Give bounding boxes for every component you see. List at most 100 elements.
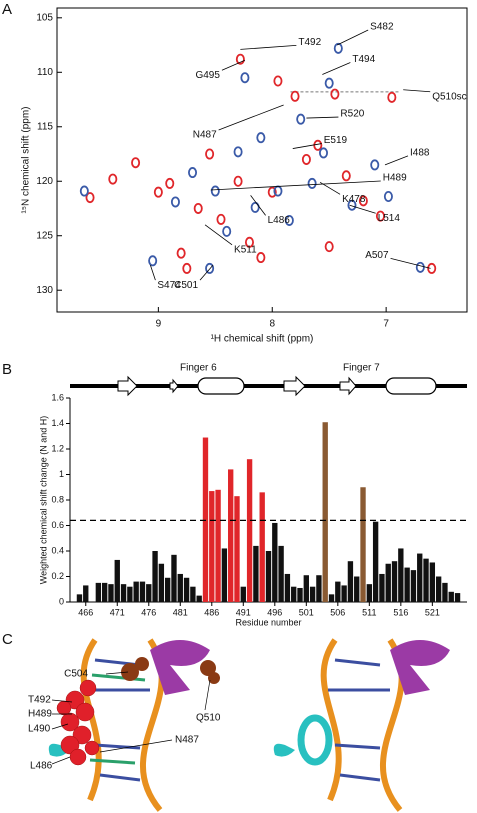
peak	[415, 261, 425, 273]
x-tick-label: 8	[269, 319, 275, 330]
y-tick-label: 115	[37, 121, 53, 132]
bar	[152, 551, 158, 602]
bar	[398, 548, 404, 602]
bar	[171, 554, 177, 602]
annotation-label: H489	[383, 173, 407, 184]
peak	[216, 213, 226, 225]
annotation-label: L514	[378, 213, 401, 224]
annotation-label: C501	[174, 280, 198, 291]
annotation-label: A507	[365, 250, 389, 261]
bar	[417, 553, 423, 602]
bar	[221, 548, 228, 602]
peak	[165, 177, 175, 189]
bar	[423, 558, 429, 602]
bar	[354, 576, 360, 602]
x-tick-label: 481	[173, 607, 188, 617]
annotation-leader	[336, 29, 369, 46]
bar	[101, 582, 108, 602]
annotation-label: G495	[195, 70, 220, 81]
bar	[379, 573, 385, 602]
peak	[235, 53, 245, 65]
bar	[335, 581, 341, 602]
bar	[177, 573, 183, 602]
x-tick-label: 521	[425, 607, 440, 617]
bar	[328, 594, 335, 602]
bar	[95, 582, 102, 602]
peak	[313, 139, 323, 151]
annotation-label: T492	[298, 37, 321, 48]
bar	[291, 586, 297, 602]
x-tick-label: 516	[393, 607, 408, 617]
residue-label: T492	[28, 695, 51, 706]
x-tick-label: 491	[236, 607, 251, 617]
bar	[146, 584, 152, 602]
annotation-leader	[384, 155, 409, 166]
bar	[429, 562, 436, 602]
bar	[228, 469, 234, 602]
x-tick-label: 486	[204, 607, 219, 617]
y-axis-label: Weighted chemical shift change (N and H)	[38, 416, 48, 584]
y-tick-label: 0.2	[51, 571, 64, 581]
bar	[190, 586, 196, 602]
peak	[324, 77, 334, 89]
structure-image-right	[273, 638, 450, 812]
annotation-label: E519	[324, 135, 348, 146]
x-tick-label: 471	[110, 607, 125, 617]
peak	[341, 170, 351, 182]
residue-label: L490	[28, 724, 51, 735]
x-tick-label: 466	[78, 607, 93, 617]
y-tick-label: 125	[36, 230, 53, 241]
peak	[205, 148, 215, 160]
y-tick-label: 0.6	[51, 520, 64, 530]
secondary-structure	[70, 375, 467, 397]
annotation-label: L486	[268, 215, 291, 226]
peak	[375, 210, 385, 222]
bar	[114, 559, 120, 602]
bar	[297, 587, 303, 602]
bar	[215, 489, 221, 602]
peak	[333, 42, 343, 54]
x-tick-label: 9	[156, 319, 162, 330]
annotation-leader	[319, 181, 341, 195]
peak	[193, 202, 203, 214]
bar	[139, 581, 146, 602]
peak	[387, 91, 397, 103]
annotation-leader	[221, 59, 246, 71]
y-tick-label: 1	[59, 469, 64, 479]
peak	[85, 192, 95, 204]
annotation-leader	[322, 62, 351, 75]
x-tick-label: 496	[267, 607, 282, 617]
label-leaders	[51, 671, 211, 765]
peak	[210, 185, 220, 197]
annotation-label: S474	[157, 280, 181, 291]
bar	[454, 593, 461, 602]
plot-frame	[56, 7, 468, 313]
annotation-label: R520	[340, 109, 364, 120]
bar	[259, 492, 265, 602]
bar	[183, 577, 190, 602]
annotation-leader	[204, 224, 233, 246]
bar	[284, 573, 291, 602]
y-tick-label: 0.4	[51, 545, 64, 555]
peak	[188, 167, 198, 179]
bar	[347, 561, 354, 602]
structure-image-left	[48, 638, 220, 812]
y-tick-label: 105	[36, 12, 53, 23]
structure-label: Finger 6	[180, 363, 217, 374]
annotation-label: N487	[193, 130, 217, 141]
peak	[290, 90, 300, 102]
x-tick-label: 476	[141, 607, 156, 617]
residue-label: L486	[30, 761, 53, 772]
peak	[256, 252, 266, 264]
panel-label: A	[2, 1, 12, 18]
y-tick-label: 0.8	[51, 494, 64, 504]
y-tick-label: 130	[36, 285, 53, 296]
peak	[108, 173, 118, 185]
bar	[265, 551, 272, 602]
peak	[244, 236, 254, 248]
x-axis-label: Residue number	[235, 617, 301, 627]
peak	[296, 113, 306, 125]
bar	[385, 563, 391, 602]
annotation-leader	[218, 104, 284, 131]
peak	[222, 225, 232, 237]
